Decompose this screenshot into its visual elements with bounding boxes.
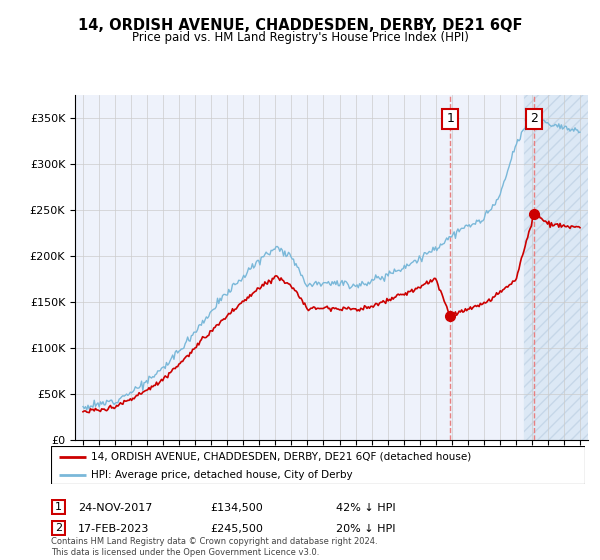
Text: 2: 2 — [530, 113, 538, 125]
Text: £134,500: £134,500 — [210, 503, 263, 513]
Text: 14, ORDISH AVENUE, CHADDESDEN, DERBY, DE21 6QF: 14, ORDISH AVENUE, CHADDESDEN, DERBY, DE… — [78, 18, 522, 33]
Text: 14, ORDISH AVENUE, CHADDESDEN, DERBY, DE21 6QF (detached house): 14, ORDISH AVENUE, CHADDESDEN, DERBY, DE… — [91, 452, 472, 462]
Text: Price paid vs. HM Land Registry's House Price Index (HPI): Price paid vs. HM Land Registry's House … — [131, 31, 469, 44]
Text: 24-NOV-2017: 24-NOV-2017 — [78, 503, 152, 513]
Text: Contains HM Land Registry data © Crown copyright and database right 2024.
This d: Contains HM Land Registry data © Crown c… — [51, 537, 377, 557]
Text: 1: 1 — [446, 113, 454, 125]
Bar — [524, 95, 588, 440]
Text: HPI: Average price, detached house, City of Derby: HPI: Average price, detached house, City… — [91, 470, 353, 480]
Text: £245,500: £245,500 — [210, 524, 263, 534]
Text: 1: 1 — [55, 502, 62, 512]
Text: 17-FEB-2023: 17-FEB-2023 — [78, 524, 149, 534]
Text: 20% ↓ HPI: 20% ↓ HPI — [336, 524, 395, 534]
Bar — [524, 95, 588, 440]
Text: 2: 2 — [55, 523, 62, 533]
Text: 42% ↓ HPI: 42% ↓ HPI — [336, 503, 395, 513]
